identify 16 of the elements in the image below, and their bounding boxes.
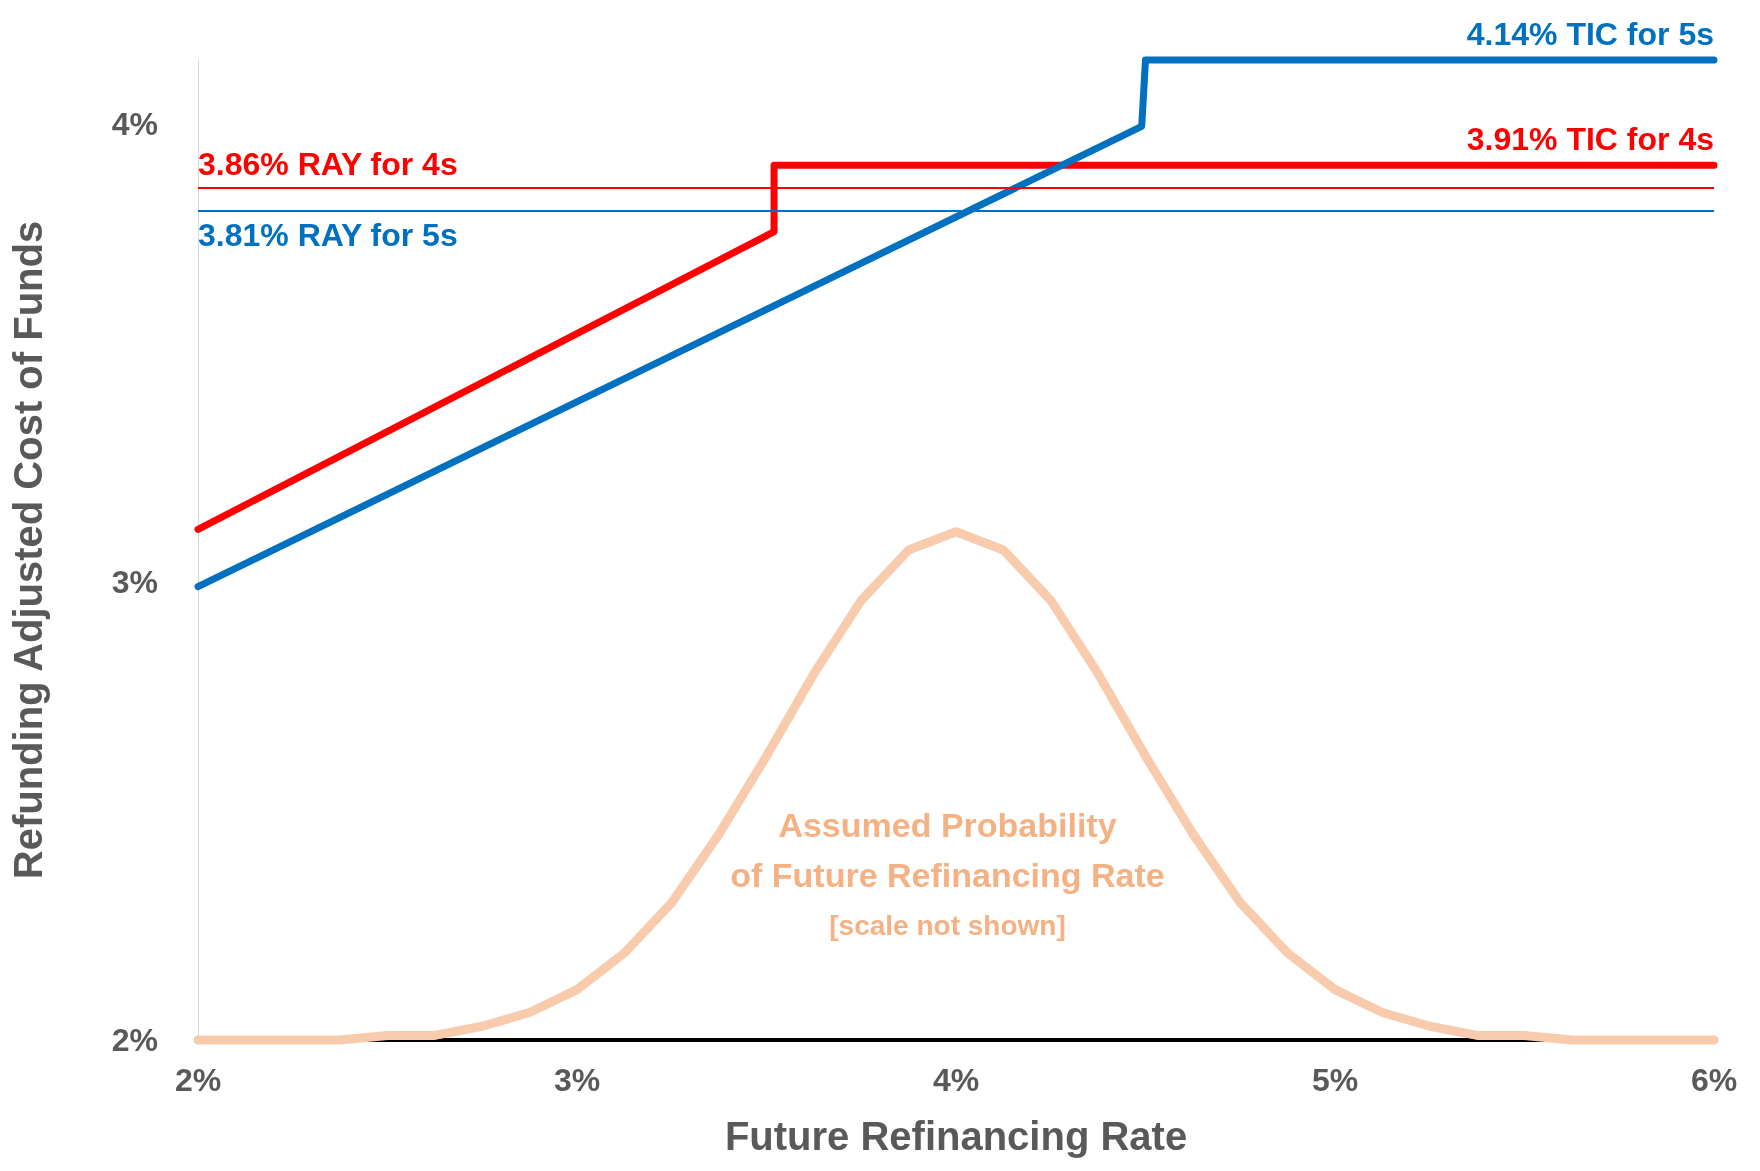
y-tick-label: 3% (111, 564, 158, 601)
ref-line-label: 3.81% RAY for 5s (198, 217, 458, 254)
x-tick-label: 6% (1690, 1062, 1738, 1098)
annotation: 4.14% TIC for 5s (1466, 16, 1714, 52)
x-tick-label: 3% (553, 1062, 601, 1098)
y-tick-label: 4% (111, 106, 158, 143)
ref-line-label: 3.86% RAY for 4s (198, 146, 458, 183)
x-axis-title: Future Refinancing Rate (724, 1114, 1188, 1158)
annotation: 3.91% TIC for 4s (1466, 121, 1714, 158)
x-tick-label: 5% (1311, 1062, 1359, 1098)
y-axis-title: Refunding Adjusted Cost of Funds (6, 220, 50, 880)
annotation: [scale not shown] (829, 909, 1066, 941)
annotation: Assumed Probability of Future Refinancing Rate (730, 806, 1165, 894)
y-tick-label: 2% (111, 1022, 158, 1058)
x-tick-label: 2% (174, 1062, 222, 1098)
x-tick-label: 4% (932, 1062, 980, 1098)
